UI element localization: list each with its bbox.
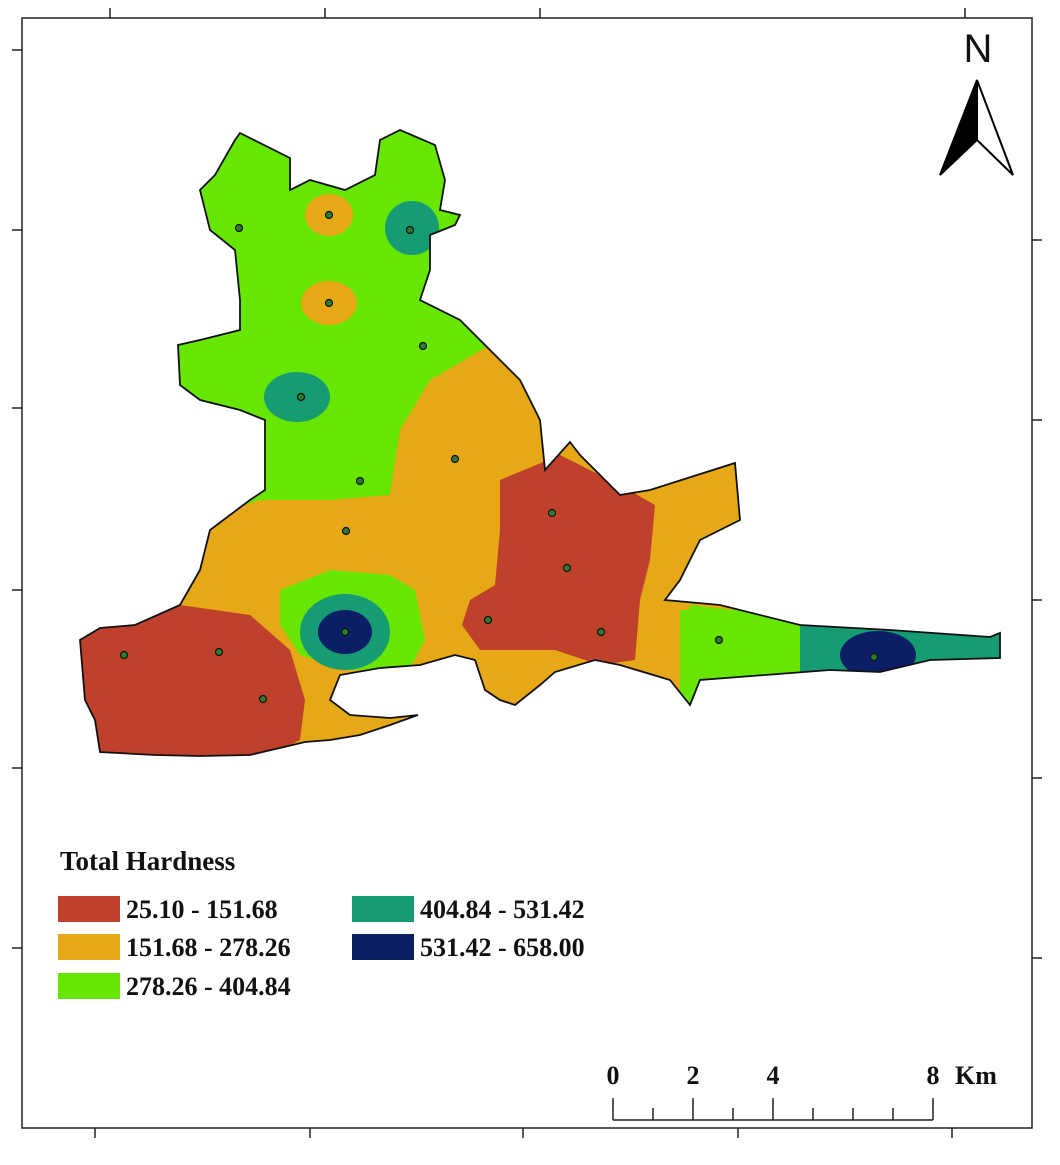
- legend-swatch: [58, 934, 120, 960]
- scale-label: 0: [607, 1061, 620, 1090]
- scale-unit: Km: [955, 1061, 997, 1090]
- region-outline: [79, 129, 1001, 757]
- legend: Total Hardness 25.10 - 151.68 151.68 - 27…: [58, 846, 585, 1001]
- legend-title: Total Hardness: [60, 846, 235, 876]
- legend-swatch: [58, 896, 120, 922]
- frame-ticks: [12, 8, 1042, 1138]
- zone: [80, 605, 305, 756]
- legend-swatch: [352, 896, 414, 922]
- zone: [462, 455, 655, 665]
- sample-points: [119, 210, 879, 704]
- legend-label: 531.42 - 658.00: [420, 933, 585, 962]
- legend-label: 151.68 - 278.26: [126, 933, 291, 962]
- zone: [680, 605, 805, 690]
- scale-bar: 0 2 4 8 Km: [607, 1061, 997, 1121]
- scale-label: 2: [687, 1061, 700, 1090]
- scale-label: 8: [927, 1061, 940, 1090]
- scale-label: 4: [767, 1061, 780, 1090]
- legend-swatch: [352, 934, 414, 960]
- north-arrow: N: [939, 27, 1014, 176]
- legend-label: 25.10 - 151.68: [126, 895, 278, 924]
- legend-label: 278.26 - 404.84: [126, 972, 291, 1001]
- north-label: N: [964, 27, 993, 71]
- legend-swatch: [58, 973, 120, 999]
- legend-label: 404.84 - 531.42: [420, 895, 585, 924]
